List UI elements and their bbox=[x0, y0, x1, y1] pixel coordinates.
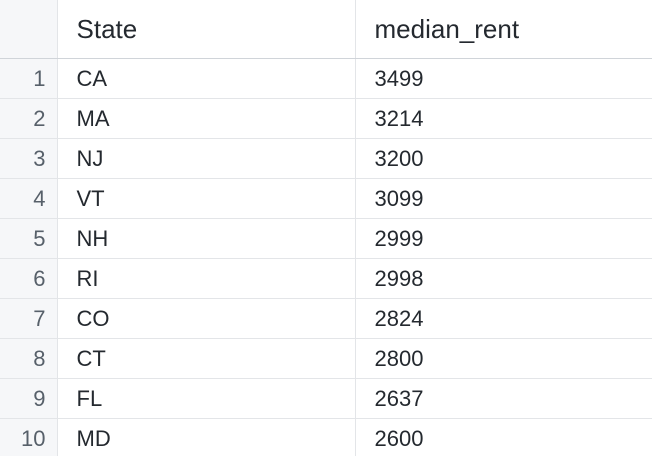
row-index: 10 bbox=[0, 418, 58, 456]
cell-median-rent[interactable]: 3099 bbox=[355, 178, 652, 219]
table-row[interactable]: 2 MA 3214 bbox=[0, 98, 652, 139]
cell-median-rent[interactable]: 2600 bbox=[355, 418, 652, 456]
cell-state[interactable]: VT bbox=[57, 178, 356, 219]
row-index: 1 bbox=[0, 58, 58, 99]
table-row[interactable]: 10 MD 2600 bbox=[0, 418, 652, 456]
column-header-median-rent[interactable]: median_rent bbox=[355, 0, 652, 59]
cell-median-rent[interactable]: 2998 bbox=[355, 258, 652, 299]
cell-state[interactable]: NH bbox=[57, 218, 356, 259]
cell-state[interactable]: RI bbox=[57, 258, 356, 299]
column-header-state[interactable]: State bbox=[57, 0, 356, 59]
table-row[interactable]: 8 CT 2800 bbox=[0, 338, 652, 379]
index-column-header bbox=[0, 0, 58, 59]
cell-state[interactable]: CA bbox=[57, 58, 356, 99]
table-row[interactable]: 4 VT 3099 bbox=[0, 178, 652, 219]
row-index: 7 bbox=[0, 298, 58, 339]
cell-median-rent[interactable]: 2800 bbox=[355, 338, 652, 379]
table-row[interactable]: 7 CO 2824 bbox=[0, 298, 652, 339]
row-index: 6 bbox=[0, 258, 58, 299]
row-index: 9 bbox=[0, 378, 58, 419]
cell-state[interactable]: NJ bbox=[57, 138, 356, 179]
row-index: 8 bbox=[0, 338, 58, 379]
table-row[interactable]: 6 RI 2998 bbox=[0, 258, 652, 299]
cell-median-rent[interactable]: 2637 bbox=[355, 378, 652, 419]
cell-median-rent[interactable]: 2999 bbox=[355, 218, 652, 259]
cell-state[interactable]: CT bbox=[57, 338, 356, 379]
cell-state[interactable]: FL bbox=[57, 378, 356, 419]
row-index: 2 bbox=[0, 98, 58, 139]
cell-median-rent[interactable]: 2824 bbox=[355, 298, 652, 339]
cell-state[interactable]: CO bbox=[57, 298, 356, 339]
header-row: State median_rent bbox=[0, 0, 652, 59]
cell-median-rent[interactable]: 3499 bbox=[355, 58, 652, 99]
cell-median-rent[interactable]: 3200 bbox=[355, 138, 652, 179]
row-index: 5 bbox=[0, 218, 58, 259]
row-index: 3 bbox=[0, 138, 58, 179]
table-row[interactable]: 9 FL 2637 bbox=[0, 378, 652, 419]
table-row[interactable]: 1 CA 3499 bbox=[0, 58, 652, 99]
cell-state[interactable]: MA bbox=[57, 98, 356, 139]
cell-state[interactable]: MD bbox=[57, 418, 356, 456]
table-row[interactable]: 5 NH 2999 bbox=[0, 218, 652, 259]
row-index: 4 bbox=[0, 178, 58, 219]
cell-median-rent[interactable]: 3214 bbox=[355, 98, 652, 139]
table-row[interactable]: 3 NJ 3200 bbox=[0, 138, 652, 179]
